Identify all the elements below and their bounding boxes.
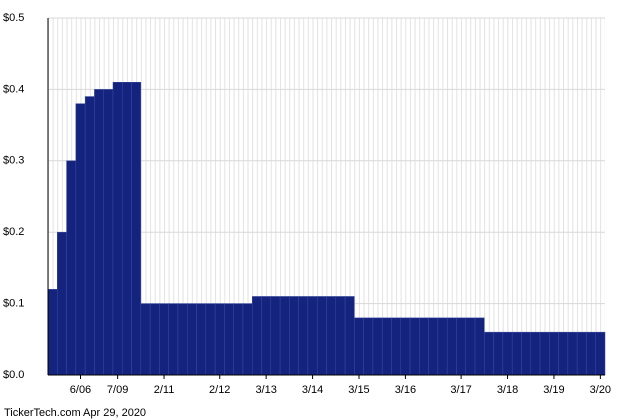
bar xyxy=(493,331,504,376)
y-tick-label: $0.4 xyxy=(3,83,24,95)
bar xyxy=(279,296,290,376)
bar xyxy=(75,103,86,376)
bar xyxy=(112,82,123,376)
bar xyxy=(103,89,114,376)
bar xyxy=(335,296,346,376)
bar xyxy=(289,296,299,376)
bar xyxy=(187,303,197,376)
bar xyxy=(539,331,550,376)
y-tick-label: $0.5 xyxy=(3,12,24,24)
bar xyxy=(149,303,160,376)
bar xyxy=(270,296,281,376)
bar xyxy=(576,331,587,376)
bar xyxy=(354,317,364,376)
bar xyxy=(224,303,234,376)
bar xyxy=(94,89,104,376)
bar xyxy=(196,303,207,376)
bar xyxy=(344,296,355,376)
bar xyxy=(521,331,531,376)
bar xyxy=(57,231,67,376)
bar xyxy=(474,317,485,376)
x-tick-label: 3/17 xyxy=(450,384,471,396)
x-tick-label: 3/15 xyxy=(348,384,369,396)
x-tick-label: 3/13 xyxy=(255,384,276,396)
y-tick-label: $0.1 xyxy=(3,298,24,310)
bar xyxy=(400,317,411,376)
bar xyxy=(214,303,225,376)
bar xyxy=(261,296,272,376)
bar xyxy=(316,296,327,376)
bar xyxy=(437,317,448,376)
bar xyxy=(251,296,262,376)
bar xyxy=(391,317,402,376)
bar xyxy=(419,317,429,376)
bar xyxy=(47,289,58,376)
bar xyxy=(372,317,383,376)
bar xyxy=(131,82,142,376)
x-tick-label: 3/16 xyxy=(395,384,416,396)
bar xyxy=(159,303,169,376)
x-tick-label: 2/11 xyxy=(154,384,175,396)
bar xyxy=(84,96,95,376)
source-note: TickerTech.com Apr 29, 2020 xyxy=(4,407,146,419)
bar xyxy=(456,317,467,376)
bar xyxy=(549,331,559,376)
bar xyxy=(586,331,596,376)
bar xyxy=(140,303,151,376)
bar xyxy=(558,331,569,376)
bar xyxy=(326,296,337,376)
bar xyxy=(307,296,318,376)
x-tick-label: 2/12 xyxy=(209,384,230,396)
bar xyxy=(511,331,522,376)
bar xyxy=(409,317,420,376)
bar xyxy=(502,331,513,376)
x-tick-label: 3/14 xyxy=(302,384,323,396)
y-tick-label: $0.3 xyxy=(3,155,24,167)
bar xyxy=(233,303,244,376)
x-tick-label: 3/18 xyxy=(497,384,518,396)
bar xyxy=(446,317,457,376)
x-tick-label: 3/20 xyxy=(590,384,611,396)
bar xyxy=(177,303,188,376)
bar xyxy=(484,331,494,376)
bar xyxy=(122,82,132,376)
bar xyxy=(465,317,476,376)
y-tick-label: $0.2 xyxy=(3,226,24,238)
x-tick-label: 6/06 xyxy=(70,384,91,396)
bar xyxy=(363,317,374,376)
bar xyxy=(205,303,216,376)
x-tick-label: 7/09 xyxy=(107,384,128,396)
x-tick-label: 3/19 xyxy=(543,384,564,396)
y-tick-label: $0.0 xyxy=(3,369,24,381)
bar xyxy=(381,317,392,376)
bar xyxy=(298,296,309,376)
bar xyxy=(530,331,541,376)
bar xyxy=(595,331,606,376)
bar xyxy=(567,331,578,376)
bar xyxy=(428,317,439,376)
bar xyxy=(168,303,179,376)
bar xyxy=(66,160,77,376)
bar xyxy=(242,303,253,376)
